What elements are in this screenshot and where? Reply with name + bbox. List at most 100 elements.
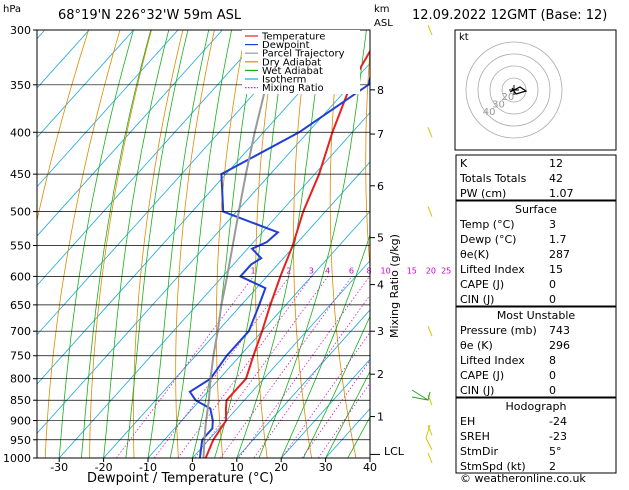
mixing-ratio-label: 6 <box>349 266 354 275</box>
km-tick-label: 8 <box>377 84 384 97</box>
wet-adiabat-line <box>104 30 169 458</box>
dry-adiabat-line <box>400 30 445 458</box>
datetime-title: 12.09.2022 12GMT (Base: 12) <box>412 8 607 23</box>
km-tick-label: 5 <box>377 232 384 245</box>
index-label: θe (K) <box>460 339 493 352</box>
index-value: 12 <box>549 157 563 170</box>
index-label: StmDir <box>460 445 499 458</box>
wind-barb <box>426 425 432 450</box>
index-label: K <box>460 157 468 170</box>
pressure-tick-label: 1000 <box>3 452 31 465</box>
index-label: PW (cm) <box>460 187 506 200</box>
index-value: 1.07 <box>549 187 574 200</box>
hodograph-indices-title: Hodograph <box>506 400 567 413</box>
isotherm-line <box>0 30 222 458</box>
km-tick-label: 3 <box>377 325 384 338</box>
mixing-ratio-label: 3 <box>309 266 314 275</box>
parcel-trajectory-line <box>204 30 281 458</box>
index-value: 8 <box>549 354 556 367</box>
mixing-ratio-label: 2 <box>286 266 291 275</box>
pressure-tick-label: 900 <box>10 415 31 428</box>
pressure-tick-label: 350 <box>10 79 31 92</box>
indices-tables: K 12 Totals Totals 42 PW (cm) 1.07 SurfaceTemp… <box>456 155 616 473</box>
pressure-tick-label: 300 <box>10 24 31 37</box>
index-value: 743 <box>549 324 570 337</box>
most-unstable-title: Most Unstable <box>497 309 576 322</box>
km-tick-label: 1 <box>377 411 384 424</box>
wet-adiabat-line <box>170 30 231 458</box>
hodograph-ring-label: 40 <box>483 107 496 118</box>
dry-adiabat-line <box>256 30 278 458</box>
index-label: Dewp (°C) <box>460 233 516 246</box>
index-value: 0 <box>549 278 556 291</box>
isotherm-line <box>104 30 489 458</box>
wet-adiabat-line <box>259 30 366 458</box>
index-label: Lifted Index <box>460 263 525 276</box>
mixing-ratio-line <box>220 276 352 458</box>
mixing-ratio-label: 1 <box>251 266 256 275</box>
wind-barb <box>412 390 430 400</box>
pressure-tick-labels: 3003504004505005506006507007508008509009… <box>3 24 37 465</box>
wind-barbs <box>412 25 432 463</box>
index-value: 1.7 <box>549 233 567 246</box>
index-label: Pressure (mb) <box>460 324 537 337</box>
mixing-ratio-axis-label: Mixing Ratio (g/kg) <box>388 234 401 338</box>
wet-adiabat-line <box>215 30 288 458</box>
pressure-tick-label: 450 <box>10 168 31 181</box>
mixing-ratio-label: 25 <box>441 266 451 275</box>
pressure-tick-label: 800 <box>10 373 31 386</box>
surface-title: Surface <box>515 203 557 216</box>
index-label: CIN (J) <box>460 384 494 397</box>
x-axis-label: Dewpoint / Temperature (°C) <box>87 471 274 486</box>
wet-adiabat-line <box>59 30 133 458</box>
wind-barb <box>428 207 432 217</box>
hodograph-unit-label: kt <box>459 32 469 43</box>
location-title: 68°19'N 226°32'W 59m ASL <box>58 8 242 23</box>
pressure-tick-label: 700 <box>10 325 31 338</box>
pressure-tick-label: 550 <box>10 239 31 252</box>
temperature-tick-label: -30 <box>50 461 68 474</box>
km-tick-label: 4 <box>377 279 384 292</box>
index-value: 0 <box>549 384 556 397</box>
pressure-tick-label: 750 <box>10 350 31 363</box>
index-label: EH <box>460 415 475 428</box>
pressure-tick-label: 950 <box>10 434 31 447</box>
wet-adiabat-line <box>192 30 257 458</box>
mixing-ratio-label: 20 <box>426 266 436 275</box>
km-tick-label: 6 <box>377 180 384 193</box>
isotherm-line <box>15 30 400 458</box>
index-value: -23 <box>549 430 567 443</box>
mixing-ratio-line <box>318 276 444 458</box>
index-label: CAPE (J) <box>460 278 504 291</box>
legend-label: Mixing Ratio <box>262 83 324 94</box>
index-label: Temp (°C) <box>459 218 515 231</box>
dry-adiabat-line <box>45 30 120 458</box>
index-label: Lifted Index <box>460 354 525 367</box>
temperature-tick-label: 20 <box>274 461 288 474</box>
pressure-tick-label: 400 <box>10 126 31 139</box>
lcl-label: LCL <box>384 445 405 458</box>
index-value: 0 <box>549 293 556 306</box>
pressure-tick-label: 850 <box>10 394 31 407</box>
wet-adiabat-line <box>148 30 209 458</box>
index-value: 15 <box>549 263 563 276</box>
mixing-ratio-line <box>302 276 429 458</box>
pressure-tick-label: 600 <box>10 270 31 283</box>
temperature-tick-label: 40 <box>363 461 377 474</box>
pressure-tick-label: 500 <box>10 206 31 219</box>
index-value: 42 <box>549 172 563 185</box>
index-value: 3 <box>549 218 556 231</box>
index-value: 287 <box>549 248 570 261</box>
dry-adiabat-line <box>623 30 629 458</box>
mixing-ratio-label: 8 <box>367 266 372 275</box>
index-label: Totals Totals <box>459 172 527 185</box>
hodograph-frame <box>455 30 616 150</box>
index-value: 5° <box>549 445 562 458</box>
wind-barb <box>428 453 432 463</box>
index-label: SREH <box>460 430 490 443</box>
index-label: CIN (J) <box>460 293 494 306</box>
